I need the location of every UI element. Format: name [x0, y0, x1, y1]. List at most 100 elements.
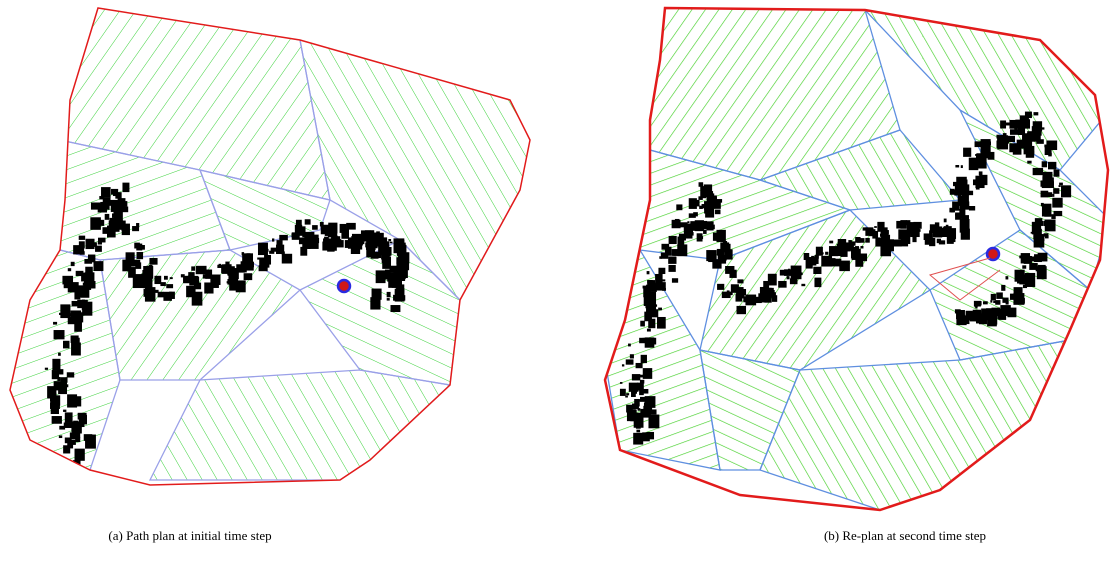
obstacle [1033, 112, 1038, 115]
obstacle [1048, 162, 1054, 167]
obstacle [658, 268, 665, 274]
obstacle [69, 313, 73, 316]
obstacle [78, 413, 87, 420]
obstacle [1033, 229, 1042, 240]
obstacle [935, 222, 939, 227]
obstacle [839, 261, 850, 272]
obstacle [855, 246, 859, 250]
obstacle [79, 241, 85, 248]
obstacle [54, 381, 62, 390]
obstacle [943, 227, 946, 230]
obstacle [312, 225, 318, 230]
obstacle [705, 224, 709, 227]
obstacle [259, 265, 268, 271]
obstacle [205, 286, 208, 288]
obstacle [149, 258, 157, 265]
obstacle [814, 258, 818, 264]
obstacle [1034, 238, 1045, 247]
obstacle [687, 221, 689, 223]
obstacle [300, 247, 307, 256]
obstacle [166, 284, 173, 288]
obstacle [1019, 255, 1023, 258]
obstacle [1002, 298, 1008, 303]
obstacle [350, 224, 353, 226]
obstacle [955, 212, 960, 215]
obstacle [71, 262, 75, 266]
obstacle [976, 154, 987, 169]
obstacle [64, 384, 68, 387]
obstacle [1029, 154, 1032, 157]
obstacle [64, 286, 66, 287]
obstacle [647, 280, 652, 283]
obstacle [137, 252, 144, 259]
obstacle [126, 260, 134, 266]
obstacle [164, 276, 168, 280]
obstacle [975, 141, 984, 147]
obstacle [672, 278, 678, 283]
obstacle [910, 227, 920, 237]
obstacle [860, 246, 863, 248]
obstacle [729, 292, 733, 295]
obstacle [90, 217, 101, 230]
obstacle [240, 265, 246, 272]
obstacle [54, 330, 65, 339]
obstacle [302, 234, 305, 237]
obstacle [647, 329, 651, 332]
obstacle [1027, 161, 1031, 164]
obstacle [1009, 143, 1017, 152]
obstacle [244, 273, 253, 280]
obstacle [390, 305, 400, 312]
obstacle [101, 187, 111, 198]
obstacle [73, 422, 76, 426]
obstacle [620, 389, 626, 396]
obstacle [961, 165, 963, 168]
obstacle [1030, 256, 1035, 261]
obstacle [699, 182, 704, 187]
obstacle [990, 300, 992, 302]
obstacle [1022, 265, 1026, 268]
obstacle [704, 191, 713, 197]
obstacle [668, 256, 676, 263]
obstacle [995, 300, 1000, 305]
obstacle [969, 206, 975, 210]
obstacle [816, 247, 823, 256]
obstacle [647, 432, 655, 439]
obstacle [142, 279, 145, 282]
obstacle [898, 229, 909, 239]
obstacle [72, 301, 81, 306]
obstacle [98, 238, 106, 243]
obstacle [63, 341, 69, 349]
obstacle [1052, 194, 1054, 197]
obstacle [68, 282, 79, 292]
obstacle [974, 301, 981, 307]
obstacle [1041, 203, 1044, 206]
obstacle [76, 322, 82, 328]
obstacle [648, 319, 655, 328]
obstacle [715, 210, 721, 215]
obstacle [912, 237, 916, 243]
obstacle [915, 230, 918, 233]
obstacle [383, 237, 387, 240]
obstacle [1044, 145, 1047, 148]
obstacle [814, 278, 821, 288]
obstacle [944, 219, 947, 223]
obstacle [837, 244, 846, 252]
obstacle [1052, 198, 1062, 208]
obstacle [141, 274, 143, 277]
obstacle [149, 265, 153, 269]
obstacle [956, 310, 965, 319]
obstacle [93, 261, 103, 271]
obstacle [668, 265, 675, 272]
obstacle [1005, 276, 1008, 279]
obstacle [961, 229, 970, 240]
obstacle [874, 226, 877, 228]
obstacle [339, 239, 341, 241]
obstacle [390, 242, 393, 244]
obstacle [64, 423, 73, 428]
obstacle [217, 265, 222, 268]
obstacle [181, 274, 185, 277]
panel-b [600, 0, 1110, 510]
obstacle [115, 192, 121, 199]
obstacle [629, 383, 639, 392]
obstacle [358, 239, 361, 241]
